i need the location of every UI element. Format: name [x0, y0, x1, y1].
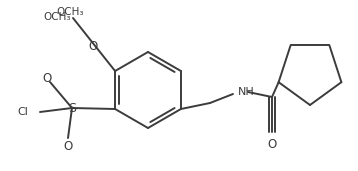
Text: OCH₃: OCH₃ [44, 12, 71, 22]
Text: O: O [88, 40, 98, 52]
Text: Cl: Cl [17, 107, 28, 117]
Text: OCH₃: OCH₃ [56, 7, 84, 17]
Text: S: S [68, 102, 76, 115]
Text: O: O [63, 140, 73, 153]
Text: NH: NH [238, 87, 255, 97]
Text: O: O [267, 137, 277, 150]
Text: O: O [42, 73, 52, 86]
